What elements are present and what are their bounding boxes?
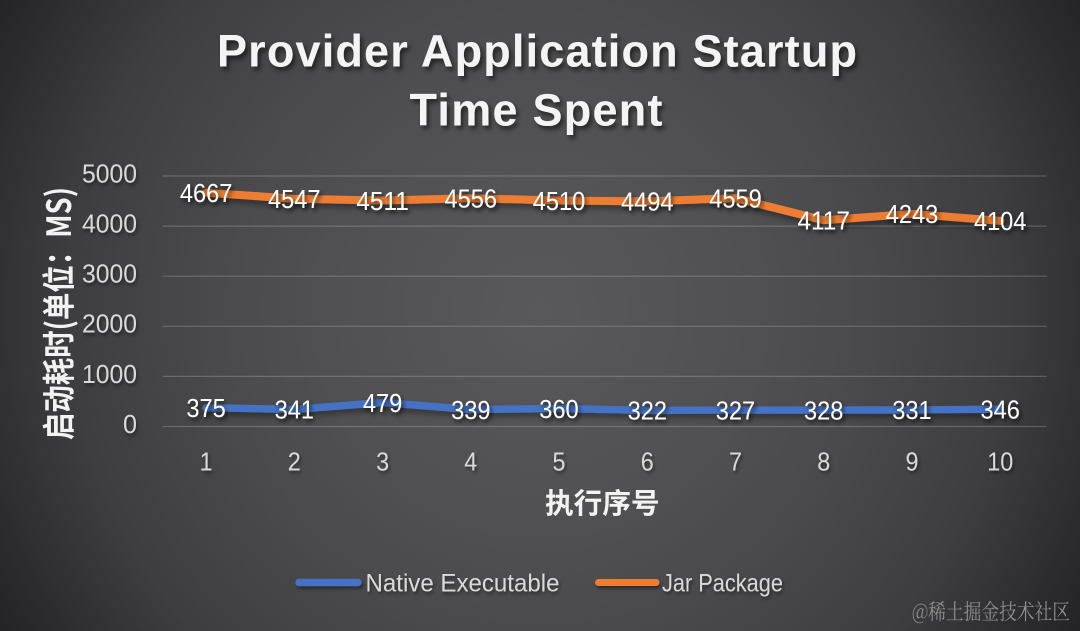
svg-text:0: 0 [123,409,137,439]
svg-text:4243: 4243 [886,199,939,229]
svg-text:10: 10 [987,447,1013,477]
svg-text:Native Executable: Native Executable [366,570,560,598]
svg-text:479: 479 [363,388,402,418]
svg-text:4104: 4104 [974,206,1027,236]
svg-text:360: 360 [539,394,578,424]
svg-text:322: 322 [628,396,667,426]
svg-text:7: 7 [729,447,742,477]
svg-text:Time Spent: Time Spent [410,85,663,136]
svg-text:4556: 4556 [445,184,498,214]
svg-text:4494: 4494 [621,187,674,217]
svg-text:3: 3 [376,447,389,477]
svg-text:4: 4 [464,447,477,477]
svg-text:Provider Application Startup: Provider Application Startup [217,26,857,77]
svg-text:4667: 4667 [180,178,233,208]
svg-text:331: 331 [892,395,931,425]
svg-text:4547: 4547 [268,184,321,214]
svg-text:327: 327 [716,395,755,425]
svg-text:5: 5 [553,447,566,477]
svg-text:3000: 3000 [82,259,137,289]
svg-text:341: 341 [275,395,314,425]
svg-text:375: 375 [186,393,225,423]
svg-text:328: 328 [804,395,843,425]
svg-text:1000: 1000 [82,359,137,389]
svg-text:8: 8 [817,447,830,477]
svg-text:4559: 4559 [709,183,762,213]
svg-text:2000: 2000 [82,309,137,339]
svg-text:4511: 4511 [356,186,409,216]
svg-text:4510: 4510 [533,186,586,216]
svg-text:6: 6 [641,447,654,477]
svg-text:346: 346 [981,395,1020,425]
svg-text:4000: 4000 [82,209,137,239]
svg-text:5000: 5000 [82,158,137,188]
svg-text:2: 2 [288,447,301,477]
svg-text:1: 1 [200,447,213,477]
svg-text:Jar Package: Jar Package [662,570,783,598]
svg-text:339: 339 [451,395,490,425]
svg-text:4117: 4117 [797,206,850,236]
svg-text:9: 9 [906,447,919,477]
